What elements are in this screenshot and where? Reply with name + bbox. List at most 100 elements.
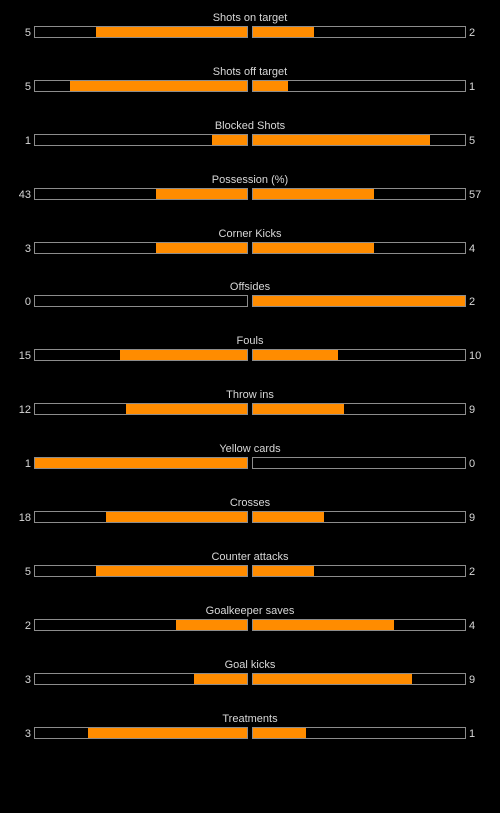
home-bar (34, 672, 248, 685)
home-value: 0 (24, 296, 31, 309)
stat-label: Goalkeeper saves (205, 604, 295, 617)
away-bar-fill (253, 242, 375, 253)
away-bar (252, 511, 466, 524)
away-bar-fill (253, 512, 324, 523)
away-bar-fill (253, 565, 314, 576)
stat-label: Goal kicks (224, 658, 276, 671)
stat-row: Goalkeeper saves 2 4 (0, 603, 500, 657)
away-bar-fill (253, 404, 344, 415)
stat-row: Fouls 15 10 (0, 333, 500, 387)
away-bar (252, 26, 466, 38)
home-bar (34, 241, 248, 254)
away-bar-fill (253, 27, 314, 37)
home-bar (34, 726, 248, 739)
home-bar-fill (95, 27, 247, 37)
home-bar-fill (176, 619, 247, 630)
away-value: 4 (469, 242, 476, 255)
away-value: 2 (469, 565, 476, 578)
home-value: 5 (24, 27, 31, 39)
away-value: 10 (469, 350, 482, 363)
away-value: 9 (469, 673, 476, 686)
away-bar (252, 564, 466, 577)
away-bar-fill (253, 188, 374, 199)
home-value: 18 (18, 512, 31, 525)
home-bar (34, 133, 248, 146)
away-bar-fill (253, 619, 395, 630)
stat-label: Crosses (229, 497, 271, 510)
stat-label: Shots off target (212, 65, 288, 78)
away-bar-fill (253, 727, 306, 738)
away-value: 5 (469, 134, 476, 147)
away-value: 2 (469, 296, 476, 309)
stat-label: Counter attacks (211, 550, 289, 563)
home-bar (34, 349, 248, 362)
stat-label: Offsides (229, 281, 271, 294)
stat-label: Shots on target (212, 12, 288, 24)
away-bar-fill (253, 350, 338, 361)
stat-row: Shots on target 5 2 (0, 10, 500, 64)
home-bar-fill (70, 80, 247, 91)
match-stats-list: Shots on target 5 2 Shots off target 5 1 Block… (0, 10, 500, 765)
home-bar-fill (194, 673, 247, 684)
home-value: 15 (18, 350, 31, 363)
away-bar (252, 672, 466, 685)
home-value: 2 (24, 619, 31, 632)
home-bar (34, 79, 248, 92)
away-bar (252, 79, 466, 92)
home-value: 43 (18, 188, 31, 201)
stat-label: Treatments (222, 712, 278, 725)
stat-row: Shots off target 5 1 (0, 64, 500, 118)
home-bar-fill (155, 188, 247, 199)
stat-label: Possession (%) (211, 173, 289, 186)
home-value: 3 (24, 673, 31, 686)
stat-label: Blocked Shots (214, 119, 286, 132)
away-value: 4 (469, 619, 476, 632)
away-bar-fill (253, 80, 289, 91)
stat-row: Possession (%) 43 57 (0, 172, 500, 226)
home-bar (34, 511, 248, 524)
away-value: 0 (469, 458, 476, 471)
home-bar-fill (95, 565, 247, 576)
away-bar (252, 403, 466, 416)
home-bar-fill (156, 242, 247, 253)
stat-row: Corner Kicks 3 4 (0, 226, 500, 280)
stat-row: Goal kicks 3 9 (0, 657, 500, 711)
away-bar (252, 133, 466, 146)
home-bar (34, 187, 248, 200)
home-bar (34, 618, 248, 631)
home-value: 1 (24, 134, 31, 147)
away-bar (252, 618, 466, 631)
stat-row: Offsides 0 2 (0, 279, 500, 333)
away-value: 9 (469, 404, 476, 417)
away-bar (252, 241, 466, 254)
stat-row: Counter attacks 5 2 (0, 549, 500, 603)
stat-label: Fouls (236, 335, 264, 348)
away-bar-fill (253, 134, 430, 145)
away-value: 57 (469, 188, 482, 201)
away-bar (252, 295, 466, 308)
home-bar-fill (211, 134, 247, 145)
away-bar (252, 457, 466, 470)
home-bar-fill (125, 404, 247, 415)
home-bar (34, 295, 248, 308)
home-value: 3 (24, 727, 31, 740)
home-value: 1 (24, 458, 31, 471)
home-bar (34, 403, 248, 416)
away-value: 2 (469, 27, 476, 39)
home-value: 3 (24, 242, 31, 255)
home-bar (34, 564, 248, 577)
home-value: 5 (24, 565, 31, 578)
home-bar (34, 457, 248, 470)
home-bar-fill (88, 727, 247, 738)
away-bar (252, 349, 466, 362)
away-bar-fill (253, 296, 465, 307)
stat-label: Corner Kicks (218, 227, 282, 240)
home-value: 5 (24, 80, 31, 93)
stat-label: Throw ins (226, 389, 274, 402)
stat-row: Blocked Shots 1 5 (0, 118, 500, 172)
stat-row: Treatments 3 1 (0, 711, 500, 765)
stat-row: Crosses 18 9 (0, 495, 500, 549)
home-bar-fill (119, 350, 247, 361)
away-value: 1 (469, 80, 476, 93)
home-bar (34, 26, 248, 38)
